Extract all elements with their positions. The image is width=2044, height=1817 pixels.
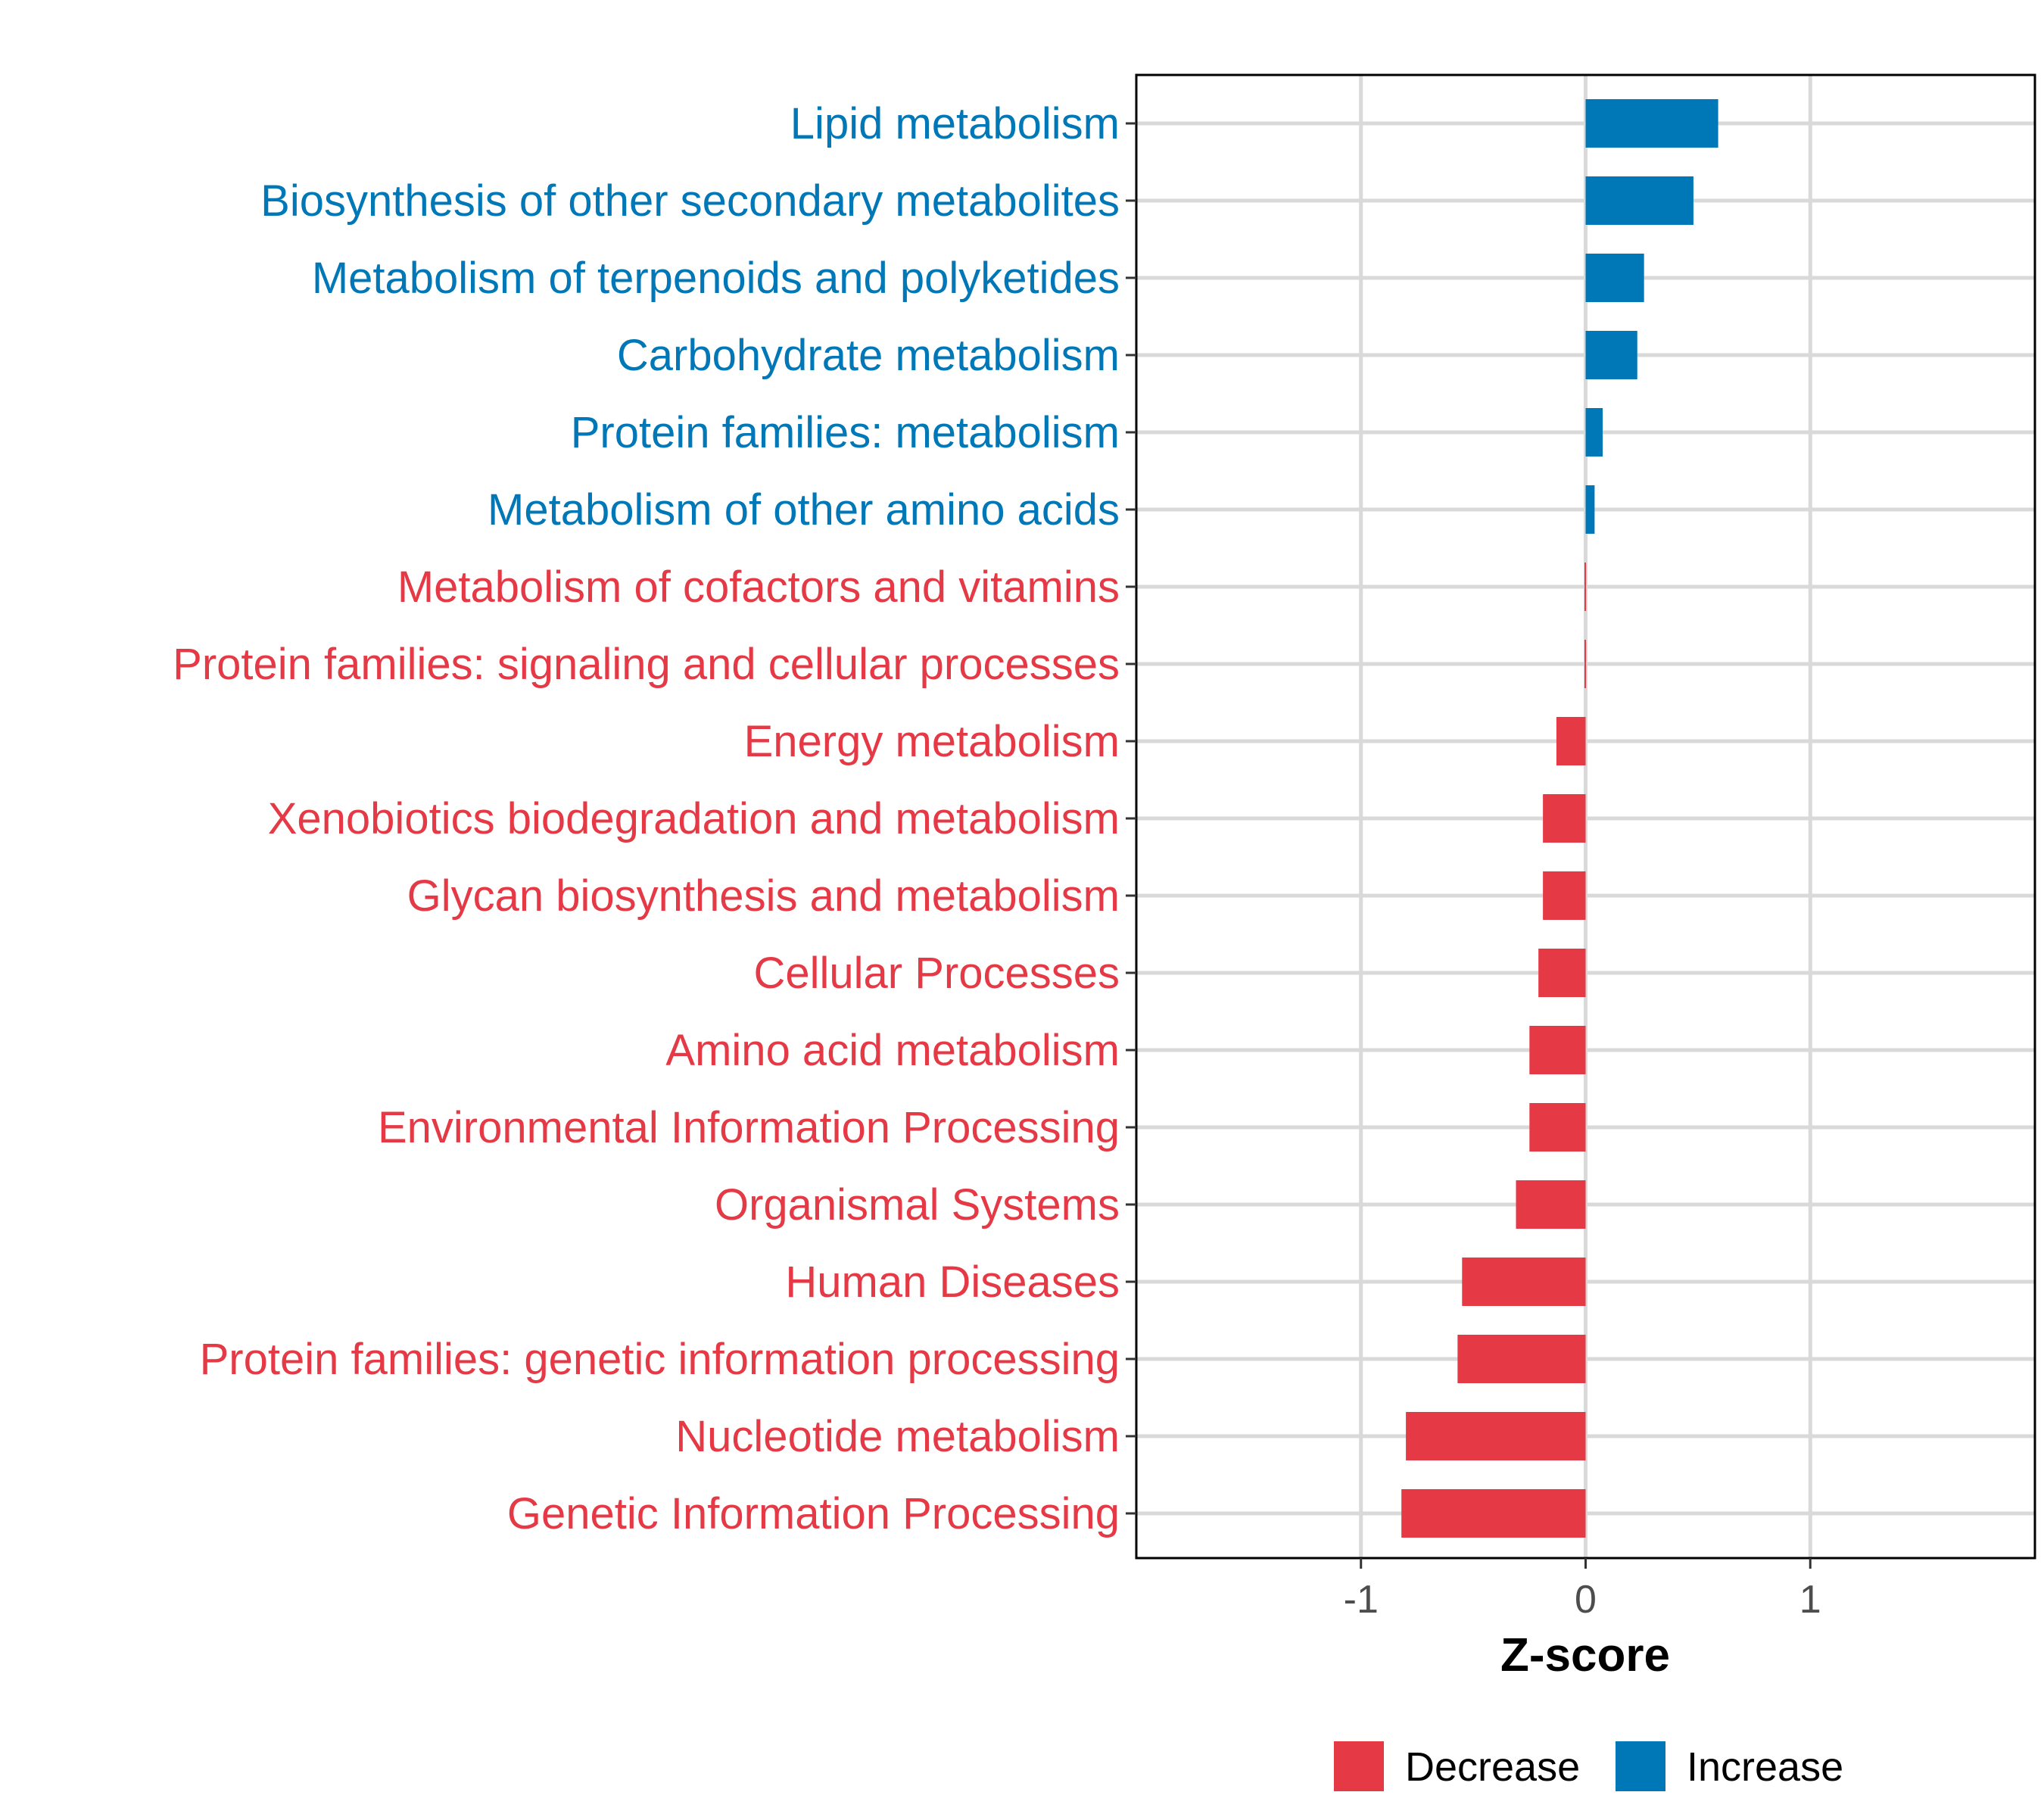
bar [1543, 871, 1586, 920]
bar [1529, 1103, 1586, 1152]
x-axis-ticks: -1 0 1 [1344, 1558, 1821, 1622]
bar [1585, 485, 1595, 534]
y-category-label: Genetic Information Processing [507, 1489, 1120, 1538]
bar [1584, 563, 1587, 611]
bar [1529, 1026, 1586, 1074]
x-tick-label: -1 [1344, 1578, 1379, 1622]
bars [1401, 99, 1718, 1538]
bar [1516, 1180, 1586, 1229]
y-category-label: Metabolism of terpenoids and polyketides [312, 254, 1120, 303]
x-tick-label: 0 [1575, 1578, 1597, 1622]
bar [1556, 717, 1586, 765]
bar [1401, 1489, 1586, 1538]
bar [1585, 408, 1603, 457]
y-category-label: Environmental Information Processing [378, 1103, 1120, 1152]
y-category-label: Cellular Processes [753, 949, 1120, 998]
y-axis-labels: Lipid metabolism Biosynthesis of other se… [173, 99, 1136, 1538]
y-category-label: Lipid metabolism [790, 99, 1120, 148]
bar [1538, 949, 1586, 997]
bar [1462, 1258, 1586, 1306]
bar [1406, 1412, 1586, 1460]
bar [1585, 99, 1718, 148]
y-category-label: Metabolism of other amino acids [488, 485, 1120, 535]
y-category-label: Carbohydrate metabolism [617, 331, 1120, 380]
y-category-label: Energy metabolism [744, 717, 1120, 766]
bar [1584, 640, 1587, 688]
y-category-label: Xenobiotics biodegradation and metabolis… [268, 794, 1120, 843]
x-tick-label: 1 [1799, 1578, 1821, 1622]
y-category-label: Protein families: metabolism [571, 408, 1120, 457]
y-category-label: Glycan biosynthesis and metabolism [407, 871, 1120, 921]
y-category-label: Metabolism of cofactors and vitamins [397, 563, 1120, 612]
y-category-label: Human Diseases [785, 1258, 1120, 1307]
bar [1457, 1335, 1586, 1383]
y-category-label: Biosynthesis of other secondary metaboli… [260, 176, 1120, 226]
y-category-label: Amino acid metabolism [665, 1026, 1120, 1075]
legend-label-increase: Increase [1687, 1744, 1843, 1790]
legend: Decrease Increase [1334, 1741, 1843, 1791]
x-axis-title: Z-score [1500, 1629, 1670, 1681]
y-category-label: Protein families: signaling and cellular… [173, 640, 1120, 689]
y-category-label: Organismal Systems [715, 1180, 1120, 1230]
bar [1585, 176, 1693, 225]
bar [1585, 331, 1637, 379]
bar [1543, 794, 1586, 843]
legend-swatch-increase [1616, 1741, 1665, 1791]
y-category-label: Protein families: genetic information pr… [200, 1335, 1120, 1384]
legend-swatch-decrease [1334, 1741, 1384, 1791]
y-category-label: Nucleotide metabolism [675, 1412, 1120, 1461]
bar [1585, 254, 1644, 302]
legend-label-decrease: Decrease [1405, 1744, 1580, 1790]
